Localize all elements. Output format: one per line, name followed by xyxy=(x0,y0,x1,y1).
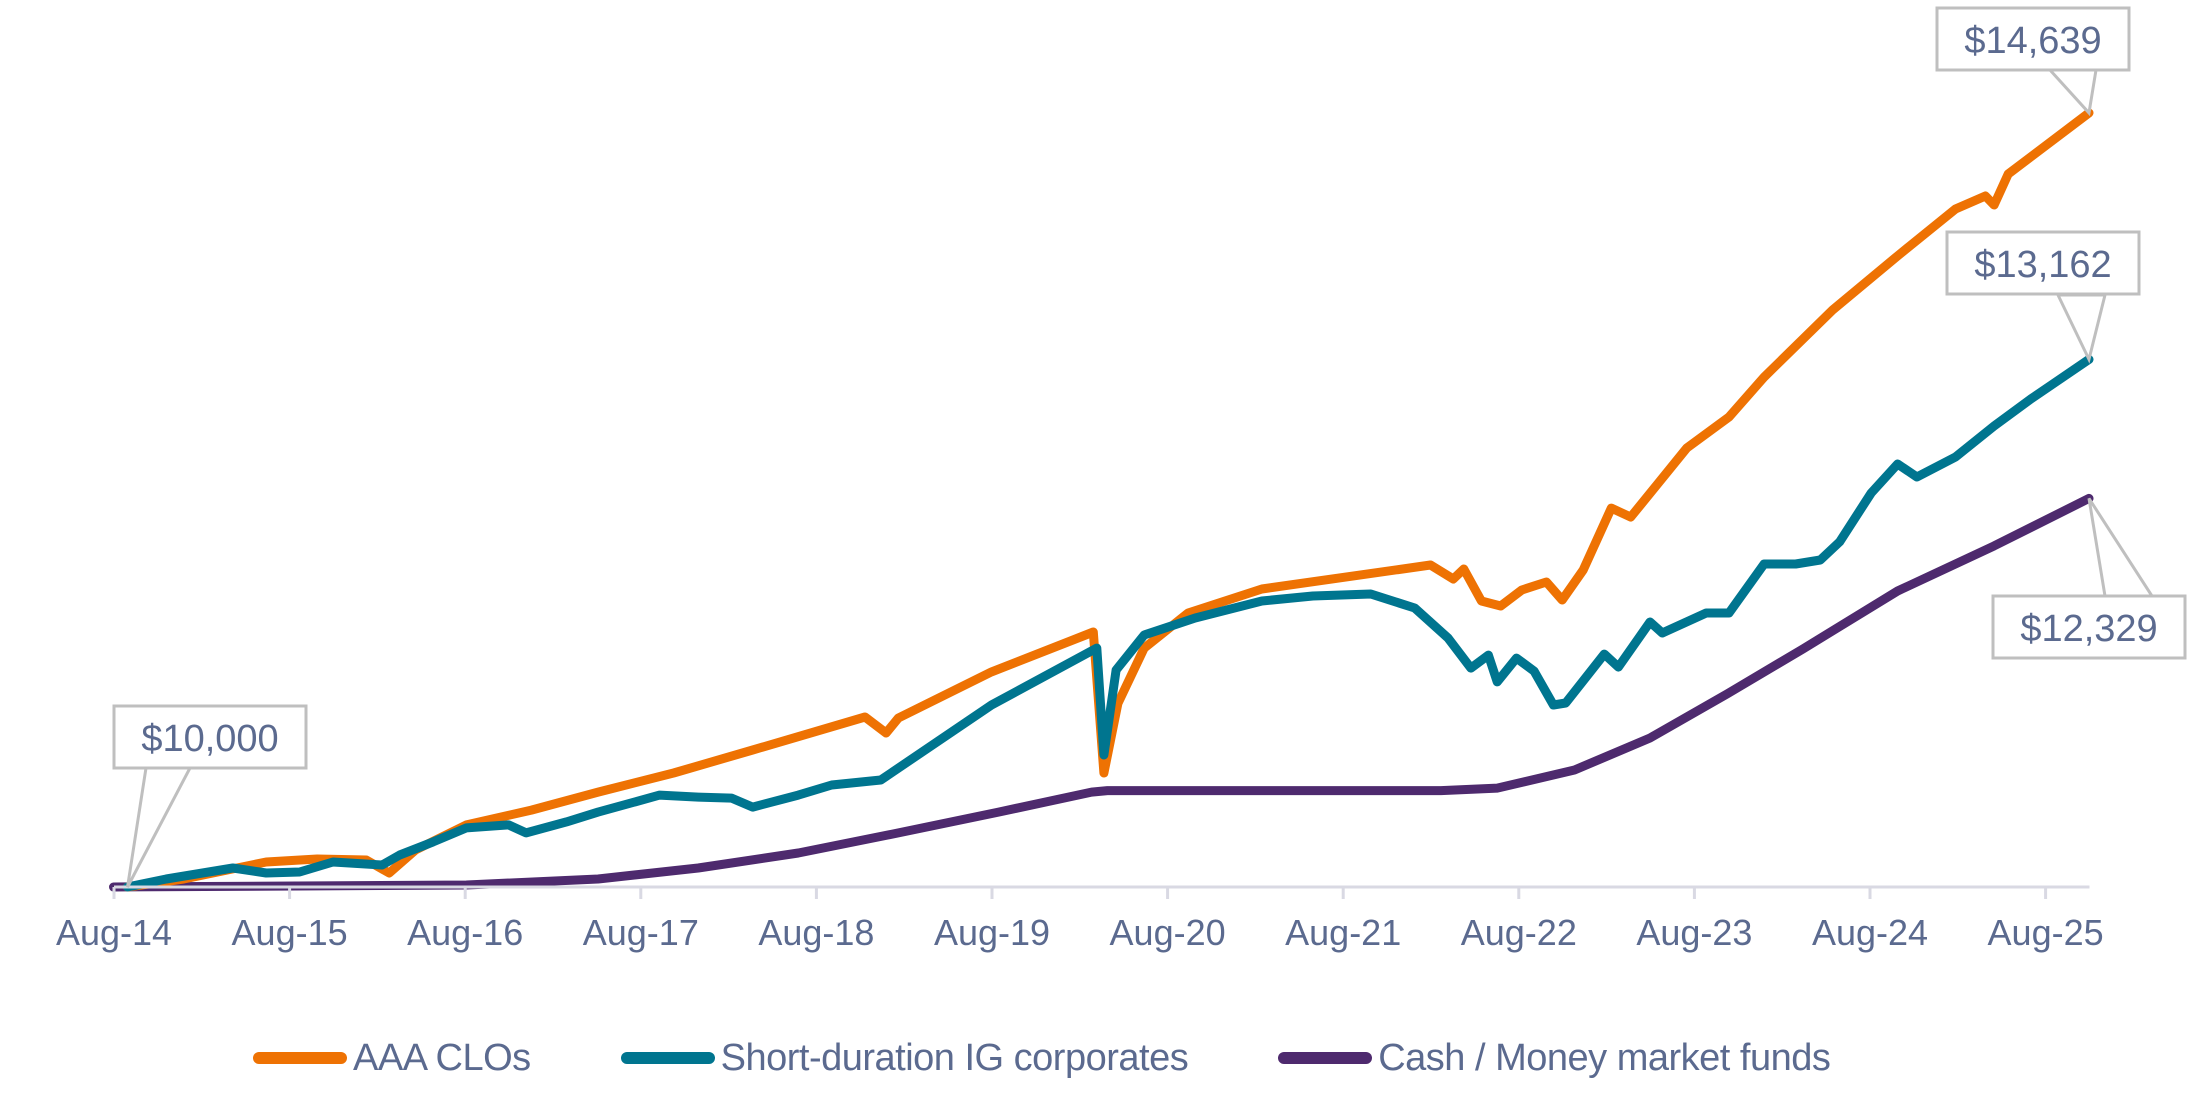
legend-label: AAA CLOs xyxy=(353,1036,531,1079)
legend-swatch-cash-mmf xyxy=(1278,1052,1373,1064)
callout-value: $12,329 xyxy=(2020,608,2157,650)
callout-pointer xyxy=(2046,68,2098,117)
x-tick-label: Aug-16 xyxy=(407,912,523,953)
x-axis: Aug-14 Aug-15 Aug-16 Aug-17 Aug-18 Aug-19 Aug-… xyxy=(56,885,2104,953)
callout-box xyxy=(1945,230,2141,296)
value-callout: $14,639 xyxy=(1935,6,2131,117)
legend-item-cash-mmf: Cash / Money market funds xyxy=(1278,1036,1831,1080)
callout-box xyxy=(1935,6,2131,72)
callout-pointer xyxy=(2087,497,2155,598)
value-callout: $10,000 xyxy=(112,704,308,888)
x-tick-label: Aug-23 xyxy=(1636,912,1752,953)
callout-pointer xyxy=(126,766,193,888)
x-tick-label: Aug-21 xyxy=(1285,912,1401,953)
callout-value: $10,000 xyxy=(141,718,278,760)
x-tick-label: Aug-17 xyxy=(583,912,699,953)
legend: AAA CLOs Short-duration IG corporates Ca… xyxy=(253,1030,1831,1086)
legend-label: Short-duration IG corporates xyxy=(720,1036,1189,1079)
value-callout: $13,162 xyxy=(1945,230,2141,364)
x-tick-label: Aug-22 xyxy=(1461,912,1577,953)
x-tick-label: Aug-25 xyxy=(1988,912,2104,953)
x-tick-label: Aug-18 xyxy=(758,912,874,953)
series-layer xyxy=(109,108,2094,892)
legend-item-short-duration-ig: Short-duration IG corporates xyxy=(620,1036,1189,1080)
x-tick-label: Aug-19 xyxy=(934,912,1050,953)
x-tick-label: Aug-24 xyxy=(1812,912,1928,953)
x-tick-label: Aug-20 xyxy=(1110,912,1226,953)
callout-box xyxy=(112,704,308,770)
series-line-cash-money-market-funds xyxy=(109,493,2094,892)
series-line-short-duration-ig-corporates xyxy=(123,354,2094,892)
value-callout: $12,329 xyxy=(1991,497,2187,660)
callout-pointer xyxy=(2055,293,2107,364)
legend-item-aaa-clos: AAA CLOs xyxy=(253,1037,531,1080)
legend-swatch-aaa-clos xyxy=(253,1052,347,1064)
x-tick-label: Aug-15 xyxy=(232,912,348,953)
legend-swatch-short-duration-ig xyxy=(620,1052,715,1064)
series-line-aaa-clos xyxy=(123,108,2094,892)
callout-value: $13,162 xyxy=(1974,244,2111,286)
callout-box xyxy=(1991,594,2187,660)
callout-value: $14,639 xyxy=(1964,20,2101,62)
legend-label: Cash / Money market funds xyxy=(1378,1036,1831,1079)
x-tick-label: Aug-14 xyxy=(56,912,172,953)
callouts: $10,000 $14,639 $13,162 $12,329 xyxy=(112,6,2187,888)
